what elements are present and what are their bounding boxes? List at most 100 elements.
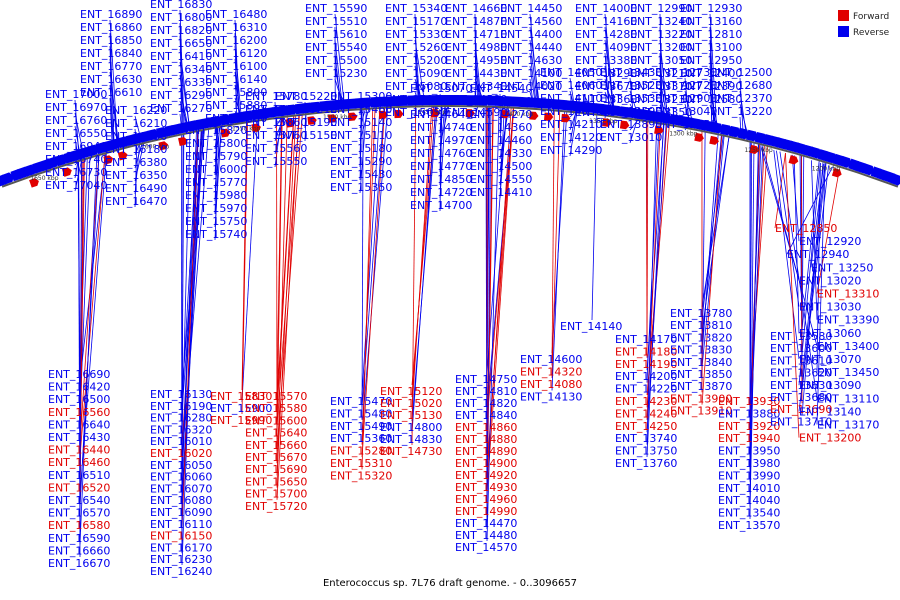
leader-line (411, 107, 417, 446)
gene-label-right: ENT_13060 (799, 327, 861, 340)
gene-label-top: ENT_15110 (330, 129, 392, 142)
gene-label-top: ENT_15300 (330, 90, 392, 103)
gene-label-top: ENT_12720 (655, 79, 717, 92)
reverse-gene (720, 123, 732, 136)
gene-label-bottom: ENT_14890 (455, 445, 517, 458)
gene-label-bottom: ENT_13940 (718, 432, 780, 445)
gene-label-bottom: ENT_16280 (150, 412, 212, 425)
gene-label-right: ENT_13170 (817, 419, 879, 432)
leader-line (604, 39, 616, 115)
gene-label-top: ENT_14400 (500, 28, 562, 41)
reverse-gene (754, 131, 767, 144)
reverse-gene (625, 107, 638, 119)
gene-label-top: ENT_13890 (600, 118, 662, 131)
gene-label-bottom: ENT_15490 (330, 420, 392, 433)
gene-label-bottom: ENT_13540 (718, 507, 780, 520)
leader-line (811, 160, 818, 320)
gene-label-top: ENT_12370 (710, 92, 772, 105)
gene-label-bottom: ENT_15310 (330, 457, 392, 470)
forward-gene (709, 135, 719, 145)
leader-line (749, 144, 759, 507)
leader-line (334, 52, 342, 109)
gene-features (0, 94, 900, 188)
leader-line (774, 153, 786, 229)
leader-line (180, 135, 183, 554)
leader-line (411, 107, 433, 410)
gene-label-bottom: ENT_14130 (520, 391, 582, 404)
forward-gene (285, 118, 296, 128)
gene-label-top: ENT_16970 (45, 101, 107, 114)
gene-label-top: ENT_14120 (540, 131, 602, 144)
leader-line (659, 52, 662, 122)
gene-label-top: ENT_14660 (445, 2, 507, 15)
gene-label-bottom: ENT_15690 (245, 463, 307, 476)
gene-label-bottom: ENT_16560 (48, 406, 110, 419)
leader-line (359, 107, 362, 168)
leader-line (646, 125, 667, 433)
gene-label-bottom: ENT_13630 (770, 379, 832, 392)
gene-label-top: ENT_15290 (330, 155, 392, 168)
gene-label-top: ENT_15740 (185, 228, 247, 241)
scale-tick-label: 1500 kbp (323, 114, 351, 121)
gene-label-top: ENT_14330 (470, 147, 532, 160)
gene-label-bottom: ENT_15650 (245, 475, 307, 488)
leader-line (274, 114, 283, 168)
gene-label-bottom: ENT_15470 (330, 395, 392, 408)
gene-label-top: ENT_16610 (80, 86, 142, 99)
gene-label-bottom: ENT_14800 (380, 421, 442, 434)
gene-label-top: ENT_14290 (540, 144, 602, 157)
gene-label-top: ENT_15510 (305, 15, 367, 28)
reverse-gene (659, 112, 672, 124)
leader-line (529, 26, 541, 108)
reverse-gene (745, 129, 758, 142)
leader-line (551, 111, 555, 366)
gene-label-bottom: ENT_14250 (615, 420, 677, 433)
leader-line (529, 39, 539, 108)
forward-gene (61, 167, 72, 177)
gene-label-top: ENT_13590 (600, 105, 662, 118)
leader-line (793, 155, 800, 333)
gene-label-top: ENT_16830 (150, 0, 212, 11)
gene-label-top: ENT_12680 (710, 79, 772, 92)
gene-label-bottom: ENT_13810 (670, 319, 732, 332)
gene-label-top: ENT_15550 (245, 155, 307, 168)
gene-label-bottom: ENT_14840 (455, 409, 517, 422)
genome-backbone (1, 105, 899, 188)
gene-label-bottom: ENT_15660 (245, 439, 307, 452)
leader-line (486, 107, 500, 542)
gene-label-bottom: ENT_14220 (615, 383, 677, 396)
gene-label-top: ENT_14850 (410, 173, 472, 186)
gene-label-bottom: ENT_15720 (245, 500, 307, 513)
scale-tick-label: 1450 kbp (418, 109, 446, 116)
gene-label-top: ENT_14500 (470, 160, 532, 173)
forward-gene (117, 151, 128, 161)
gene-label-top: ENT_12730 (655, 66, 717, 79)
leader-line (439, 104, 443, 212)
legend-swatch (838, 26, 849, 37)
gene-label-bottom: ENT_14180 (615, 345, 677, 358)
gene-label-top: ENT_17000 (45, 88, 107, 101)
gene-label-top: ENT_14980 (445, 41, 507, 54)
reverse-gene (211, 115, 223, 128)
gene-label-top: ENT_14160 (575, 15, 637, 28)
gene-label-top: ENT_13360 (575, 93, 637, 106)
gene-label-right: ENT_13390 (817, 314, 879, 327)
gene-label-bottom: ENT_16640 (48, 418, 110, 431)
gene-label-top: ENT_13240 (630, 15, 692, 28)
leader-line (109, 71, 120, 148)
gene-label-bottom: ENT_13870 (670, 380, 732, 393)
gene-label-top: ENT_14340 (445, 80, 507, 93)
gene-label-top: ENT_15540 (305, 41, 367, 54)
gene-label-bottom: ENT_16540 (48, 494, 110, 507)
gene-label-bottom: ENT_16130 (150, 388, 212, 401)
gene-label-bottom: ENT_14190 (615, 358, 677, 371)
forward-gene (378, 110, 388, 120)
scale-ticks: 1200 kbp 1250 kbp 1300 kbp 1350 kbp 1400 kbp… (30, 109, 840, 182)
gene-label-top: ENT_15750 (185, 215, 247, 228)
gene-label-bottom: ENT_14170 (615, 333, 677, 346)
gene-label-bottom: ENT_16420 (48, 381, 110, 394)
gene-label-top: ENT_14460 (470, 134, 532, 147)
leader-line (411, 107, 437, 434)
gene-label-top: ENT_14640 (410, 108, 472, 121)
